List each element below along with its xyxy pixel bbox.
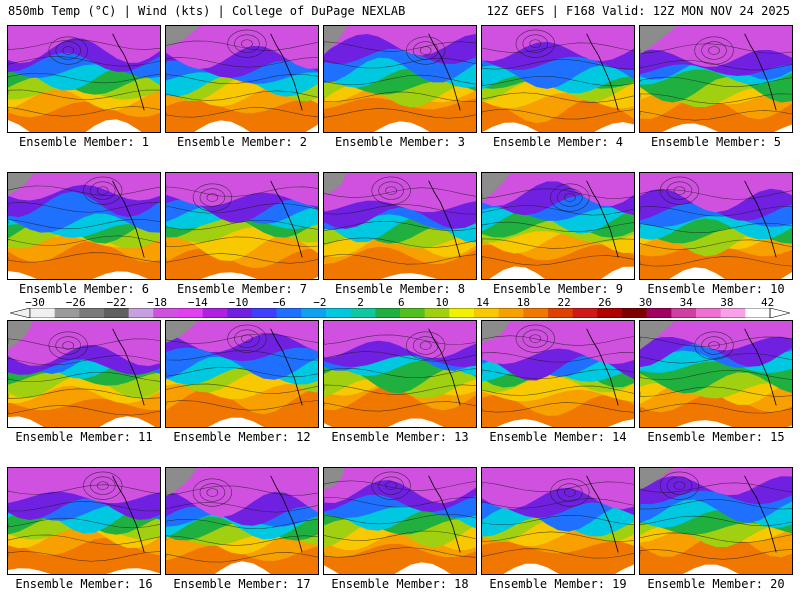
ensemble-member-label: Ensemble Member: 18 xyxy=(331,577,469,591)
colorbar-swatch xyxy=(153,308,179,318)
colorbar-tick-label: −22 xyxy=(106,296,127,309)
ensemble-member-map xyxy=(481,320,635,428)
ensemble-member-map xyxy=(323,320,477,428)
colorbar-tick-label: −18 xyxy=(147,296,168,309)
colorbar-tick-label: 34 xyxy=(679,296,693,309)
ensemble-member-map xyxy=(323,467,477,575)
colorbar-tick-label: −2 xyxy=(313,296,327,309)
colorbar-swatch xyxy=(745,308,771,318)
colorbar-tick-label: 2 xyxy=(357,296,364,309)
ensemble-member-map xyxy=(165,467,319,575)
ensemble-member-map xyxy=(7,172,161,280)
colorbar-tick-label: 22 xyxy=(557,296,571,309)
colorbar-swatch xyxy=(350,308,376,318)
colorbar-tick-label: −10 xyxy=(228,296,249,309)
colorbar-swatch xyxy=(54,308,80,318)
colorbar-swatch xyxy=(375,308,401,318)
ensemble-member-label: Ensemble Member: 9 xyxy=(492,282,624,296)
ensemble-member-label: Ensemble Member: 17 xyxy=(173,577,311,591)
ensemble-member-map xyxy=(7,25,161,133)
ensemble-member-label: Ensemble Member: 14 xyxy=(489,430,627,444)
ensemble-member-map xyxy=(639,467,793,575)
ensemble-member-label: Ensemble Member: 10 xyxy=(647,282,785,296)
colorbar-swatch xyxy=(572,308,598,318)
ensemble-member-map xyxy=(639,25,793,133)
colorbar-swatch xyxy=(671,308,697,318)
ensemble-member-label: Ensemble Member: 8 xyxy=(334,282,466,296)
colorbar-tick-label: −26 xyxy=(65,296,86,309)
colorbar-swatch xyxy=(720,308,746,318)
ensemble-member-map xyxy=(165,172,319,280)
colorbar-swatch xyxy=(424,308,450,318)
colorbar-tick-label: 26 xyxy=(598,296,612,309)
colorbar-tick-label: 18 xyxy=(516,296,531,309)
ensemble-member-map xyxy=(323,25,477,133)
ensemble-member-map xyxy=(639,172,793,280)
ensemble-member-map xyxy=(481,172,635,280)
colorbar-swatch xyxy=(104,308,129,318)
ensemble-member-map xyxy=(639,320,793,428)
colorbar-swatch xyxy=(128,308,154,318)
colorbar-swatch xyxy=(326,308,351,318)
colorbar-swatch xyxy=(227,308,253,318)
colorbar-tick-label: −30 xyxy=(25,296,45,309)
ensemble-member-label: Ensemble Member: 13 xyxy=(331,430,469,444)
colorbar-swatch xyxy=(523,308,549,318)
ensemble-member-map xyxy=(7,467,161,575)
colorbar-min-arrow xyxy=(10,308,31,318)
colorbar-max-arrow xyxy=(769,308,790,318)
ensemble-member-label: Ensemble Member: 11 xyxy=(15,430,153,444)
colorbar-tick-label: 14 xyxy=(476,296,490,309)
ensemble-member-label: Ensemble Member: 6 xyxy=(18,282,150,296)
ensemble-member-label: Ensemble Member: 4 xyxy=(492,135,624,149)
ensemble-member-label: Ensemble Member: 7 xyxy=(176,282,308,296)
ensemble-member-label: Ensemble Member: 1 xyxy=(18,135,150,149)
ensemble-member-label: Ensemble Member: 19 xyxy=(489,577,627,591)
ensemble-member-label: Ensemble Member: 5 xyxy=(650,135,782,149)
colorbar-swatch xyxy=(498,308,524,318)
colorbar-tick-label: 38 xyxy=(720,296,734,309)
colorbar-tick-label: 42 xyxy=(760,296,775,309)
colorbar-swatch xyxy=(597,308,623,318)
ensemble-member-map xyxy=(165,320,319,428)
colorbar-swatch xyxy=(276,308,302,318)
ensemble-member-label: Ensemble Member: 2 xyxy=(176,135,308,149)
ensemble-member-map xyxy=(481,25,635,133)
ensemble-member-map xyxy=(165,25,319,133)
colorbar-swatch xyxy=(202,308,228,318)
ensemble-member-map xyxy=(323,172,477,280)
temperature-colorbar xyxy=(10,308,790,318)
colorbar-swatch xyxy=(548,308,573,318)
ensemble-member-map xyxy=(481,467,635,575)
colorbar-swatch xyxy=(178,308,203,318)
colorbar-swatch xyxy=(696,308,721,318)
ensemble-member-label: Ensemble Member: 3 xyxy=(334,135,466,149)
ensemble-member-label: Ensemble Member: 16 xyxy=(15,577,153,591)
colorbar-tick-label: −6 xyxy=(272,296,286,309)
colorbar-labels: −30 −26 −22 −18 −14 −10 −6 −2 2 6 10 14 18 22 26 30 34 38… xyxy=(0,296,800,309)
colorbar-swatch xyxy=(400,308,425,318)
colorbar-swatch xyxy=(252,308,277,318)
run-valid-time: 12Z GEFS | F168 Valid: 12Z MON NOV 24 20… xyxy=(486,4,790,18)
colorbar-swatch xyxy=(646,308,672,318)
colorbar-tick-label: 10 xyxy=(435,296,449,309)
ensemble-member-label: Ensemble Member: 20 xyxy=(647,577,785,591)
colorbar-swatch xyxy=(622,308,647,318)
ensemble-member-label: Ensemble Member: 15 xyxy=(647,430,785,444)
colorbar-tick-label: 30 xyxy=(638,296,653,309)
ensemble-member-label: Ensemble Member: 12 xyxy=(173,430,311,444)
colorbar-swatch xyxy=(79,308,105,318)
colorbar-swatch xyxy=(474,308,499,318)
ensemble-member-map xyxy=(7,320,161,428)
colorbar-swatch xyxy=(449,308,475,318)
colorbar-swatch xyxy=(30,308,55,318)
colorbar-swatch xyxy=(301,308,327,318)
colorbar-tick-label: 6 xyxy=(397,296,405,309)
colorbar-tick-label: −14 xyxy=(187,296,208,309)
map-title: 850mb Temp (°C) | Wind (kts) | College o… xyxy=(8,4,406,18)
